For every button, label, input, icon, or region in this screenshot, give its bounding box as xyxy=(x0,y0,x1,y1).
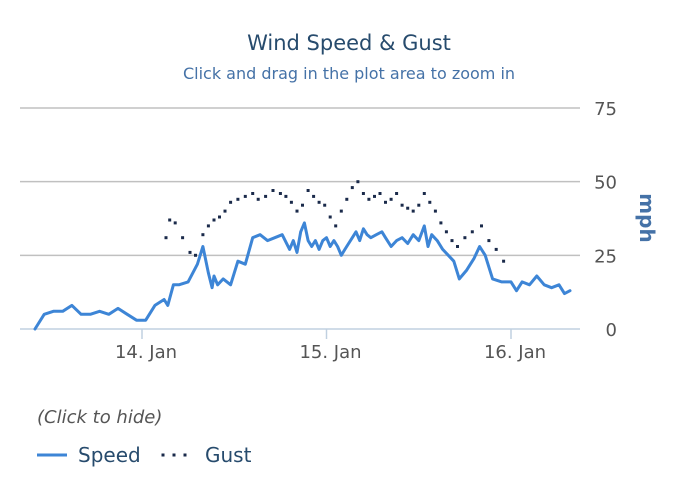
gust-point xyxy=(317,200,321,204)
gust-point xyxy=(301,203,304,207)
gust-point xyxy=(456,245,459,248)
gust-point xyxy=(373,194,376,198)
x-tick-label: 16. Jan xyxy=(484,342,546,363)
y-tick-label: 0 xyxy=(606,320,617,341)
y-tick-label: 50 xyxy=(594,173,617,194)
gust-point xyxy=(278,192,282,195)
legend-symbol-gust xyxy=(161,453,165,457)
series-speed[interactable] xyxy=(33,221,572,331)
gust-point xyxy=(295,209,299,213)
gust-point xyxy=(284,194,288,198)
gust-point xyxy=(289,200,293,204)
gust-point xyxy=(356,180,360,184)
x-tick-label: 14. Jan xyxy=(115,342,177,363)
gust-point xyxy=(444,230,448,234)
gust-point xyxy=(201,233,205,237)
gust-point xyxy=(439,221,443,225)
gust-point xyxy=(212,218,216,222)
gust-point xyxy=(367,197,371,201)
gust-point xyxy=(502,259,506,263)
gust-point xyxy=(463,236,467,240)
legend[interactable]: Speed Gust xyxy=(37,443,252,467)
gust-point xyxy=(256,197,260,201)
gust-point xyxy=(422,192,426,195)
x-tick-label: 15. Jan xyxy=(299,342,361,363)
legend-item-gust[interactable]: Gust xyxy=(161,443,252,467)
gust-point xyxy=(428,200,432,204)
gust-point xyxy=(271,189,275,192)
gust-point xyxy=(173,221,177,225)
gust-point xyxy=(345,197,349,201)
y-axis-title: mph xyxy=(635,193,659,242)
legend-item-speed[interactable]: Speed xyxy=(37,443,141,467)
plot-area[interactable] xyxy=(33,180,572,331)
gust-point xyxy=(223,209,227,213)
speed-line[interactable] xyxy=(33,221,572,331)
gust-point xyxy=(194,253,197,257)
gust-point xyxy=(229,200,233,204)
gust-point xyxy=(339,209,343,213)
gust-point xyxy=(206,224,210,228)
gust-point xyxy=(417,203,421,207)
gust-point xyxy=(480,224,483,228)
gust-point xyxy=(251,192,255,195)
gust-point xyxy=(395,192,399,195)
gust-point xyxy=(218,215,221,219)
gust-point xyxy=(328,215,332,219)
y-tick-label: 75 xyxy=(594,99,617,120)
y-axis-tick-labels: 0 25 50 75 xyxy=(594,99,617,341)
gust-point xyxy=(487,239,491,243)
gust-point xyxy=(188,250,192,254)
chart-title: Wind Speed & Gust xyxy=(247,31,451,55)
gust-point xyxy=(181,236,185,240)
gust-point xyxy=(361,192,365,195)
chart-subtitle: Click and drag in the plot area to zoom … xyxy=(183,64,515,83)
x-axis-tick-labels: 14. Jan 15. Jan 16. Jan xyxy=(115,342,546,363)
legend-hint: (Click to hide) xyxy=(37,407,162,428)
gust-point xyxy=(334,224,338,228)
gust-point xyxy=(306,189,310,192)
gust-point xyxy=(389,197,393,201)
gust-point xyxy=(168,218,172,222)
gust-point xyxy=(494,247,498,251)
gust-point xyxy=(312,194,316,198)
gust-point xyxy=(400,203,404,207)
gust-point xyxy=(384,200,387,204)
gust-point xyxy=(470,230,474,234)
gust-point xyxy=(323,203,327,207)
legend-symbol-gust xyxy=(183,453,187,457)
legend-label-gust: Gust xyxy=(205,443,252,467)
x-axis xyxy=(20,328,580,339)
gust-point xyxy=(433,209,437,213)
gust-point xyxy=(411,209,415,213)
gust-point xyxy=(164,236,168,240)
y-tick-label: 25 xyxy=(594,246,617,267)
legend-label-speed: Speed xyxy=(78,443,141,467)
gust-point xyxy=(350,186,354,190)
gust-point xyxy=(236,197,240,201)
gust-point xyxy=(378,192,382,195)
gust-point xyxy=(243,194,247,198)
series-gust[interactable] xyxy=(164,180,506,263)
legend-symbol-gust xyxy=(172,453,176,457)
gust-point xyxy=(406,206,410,210)
gust-point xyxy=(450,239,454,243)
gust-point xyxy=(264,194,268,198)
